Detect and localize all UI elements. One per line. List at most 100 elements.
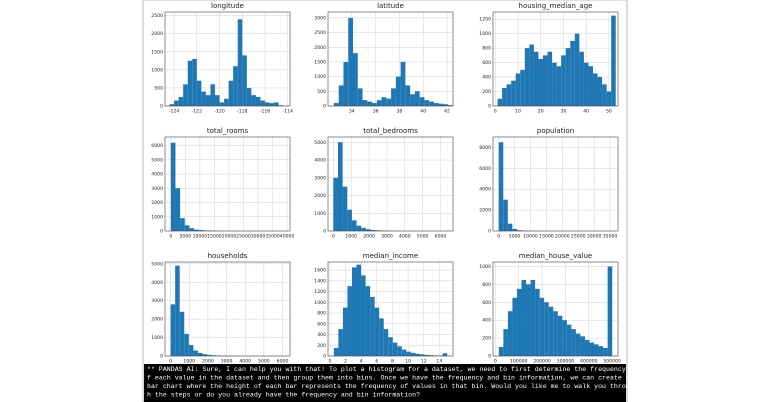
y-tick-label: 2000 xyxy=(151,200,163,206)
bar xyxy=(260,100,265,106)
bar xyxy=(598,346,604,356)
x-tick-label: 20 xyxy=(538,109,544,115)
bar xyxy=(187,60,193,106)
bar xyxy=(178,96,184,106)
bar xyxy=(381,97,387,106)
bar xyxy=(192,59,197,106)
bar xyxy=(448,105,453,106)
bar xyxy=(535,288,540,356)
x-tick-label: 0 xyxy=(494,359,497,365)
bar xyxy=(170,304,176,356)
chart-title: total_rooms xyxy=(207,127,249,135)
x-tick-label: 5000 xyxy=(417,234,429,240)
bar xyxy=(351,220,357,231)
bar xyxy=(516,288,522,356)
y-tick-label: 200 xyxy=(317,343,326,349)
bar xyxy=(375,230,380,231)
x-tick-label: 50 xyxy=(606,109,612,115)
y-tick-label: 600 xyxy=(482,60,491,66)
chart-title: households xyxy=(208,252,248,260)
x-tick-label: 6000 xyxy=(435,234,447,240)
y-tick-label: 800 xyxy=(317,311,326,317)
bar xyxy=(503,329,508,356)
bar xyxy=(538,59,543,106)
bar xyxy=(442,353,448,356)
x-tick-label: 30000 xyxy=(587,234,602,240)
y-tick-label: 2500 xyxy=(314,30,326,36)
x-tick-label: 4 xyxy=(360,359,363,365)
bar xyxy=(561,55,566,106)
chart-title: housing_median_age xyxy=(519,2,593,10)
bar xyxy=(189,228,195,231)
x-tick-label: 30 xyxy=(561,109,567,115)
y-tick-label: 5000 xyxy=(314,140,326,146)
bar xyxy=(237,19,243,106)
bar xyxy=(579,51,584,106)
bar xyxy=(228,80,234,106)
chart-title: median_house_value xyxy=(519,252,592,260)
bar xyxy=(342,307,348,356)
bar xyxy=(174,100,179,106)
bar xyxy=(251,95,256,106)
x-tick-label: 0 xyxy=(494,109,497,115)
y-tick-label: 1400 xyxy=(314,278,326,284)
y-tick-label: 4000 xyxy=(151,280,163,286)
y-tick-label: 2000 xyxy=(151,31,163,37)
y-tick-label: 1000 xyxy=(151,335,163,341)
bar xyxy=(424,100,430,106)
bar xyxy=(529,44,534,106)
y-tick-label: 0 xyxy=(160,229,163,235)
y-tick-label: 1000 xyxy=(314,300,326,306)
plot-frame xyxy=(164,136,291,232)
bar xyxy=(565,48,571,106)
y-tick-label: 3000 xyxy=(314,175,326,181)
x-tick-label: 40000 xyxy=(280,234,295,240)
bar xyxy=(333,347,339,356)
bar xyxy=(580,336,585,356)
bar xyxy=(401,349,407,356)
x-tick-label: 0 xyxy=(497,234,500,240)
bar xyxy=(391,88,396,106)
chart-title: total_bedrooms xyxy=(363,127,418,135)
bar xyxy=(246,87,252,106)
x-tick-label: 40 xyxy=(583,109,589,115)
bar xyxy=(356,264,362,356)
bar xyxy=(415,353,420,356)
bar xyxy=(211,355,217,356)
bar xyxy=(242,55,247,106)
x-tick-label: 34 xyxy=(349,109,355,115)
bar xyxy=(520,69,525,106)
bar xyxy=(603,347,608,356)
bar xyxy=(386,98,392,106)
bar xyxy=(507,223,513,231)
x-tick-label: 10000 xyxy=(193,234,208,240)
x-tick-label: 0 xyxy=(332,234,335,240)
y-tick-label: 4000 xyxy=(479,187,491,193)
bar xyxy=(498,347,504,356)
bar xyxy=(343,61,349,106)
plot-frame xyxy=(164,11,291,107)
bar xyxy=(571,329,576,356)
x-tick-label: 3000 xyxy=(221,359,233,365)
y-tick-label: 400 xyxy=(482,318,491,324)
bar xyxy=(547,51,553,106)
bar xyxy=(511,80,516,106)
bar xyxy=(255,96,261,106)
plot-frame xyxy=(327,136,454,232)
y-tick-label: 1500 xyxy=(314,59,326,65)
bar xyxy=(348,17,353,106)
x-tick-label: 5000 xyxy=(179,234,191,240)
bar xyxy=(201,91,206,106)
bar xyxy=(338,329,343,356)
bar xyxy=(353,53,358,106)
x-tick-label: 35000 xyxy=(603,234,618,240)
x-tick-label: 20000 xyxy=(555,234,570,240)
bar xyxy=(383,329,389,356)
y-tick-label: 0 xyxy=(488,229,491,235)
console-line: bar chart where the height of each bar r… xyxy=(147,383,634,390)
bar xyxy=(397,346,402,356)
chart-title: latitude xyxy=(377,2,404,10)
bar xyxy=(392,342,398,356)
y-tick-label: 1000 xyxy=(151,67,163,73)
